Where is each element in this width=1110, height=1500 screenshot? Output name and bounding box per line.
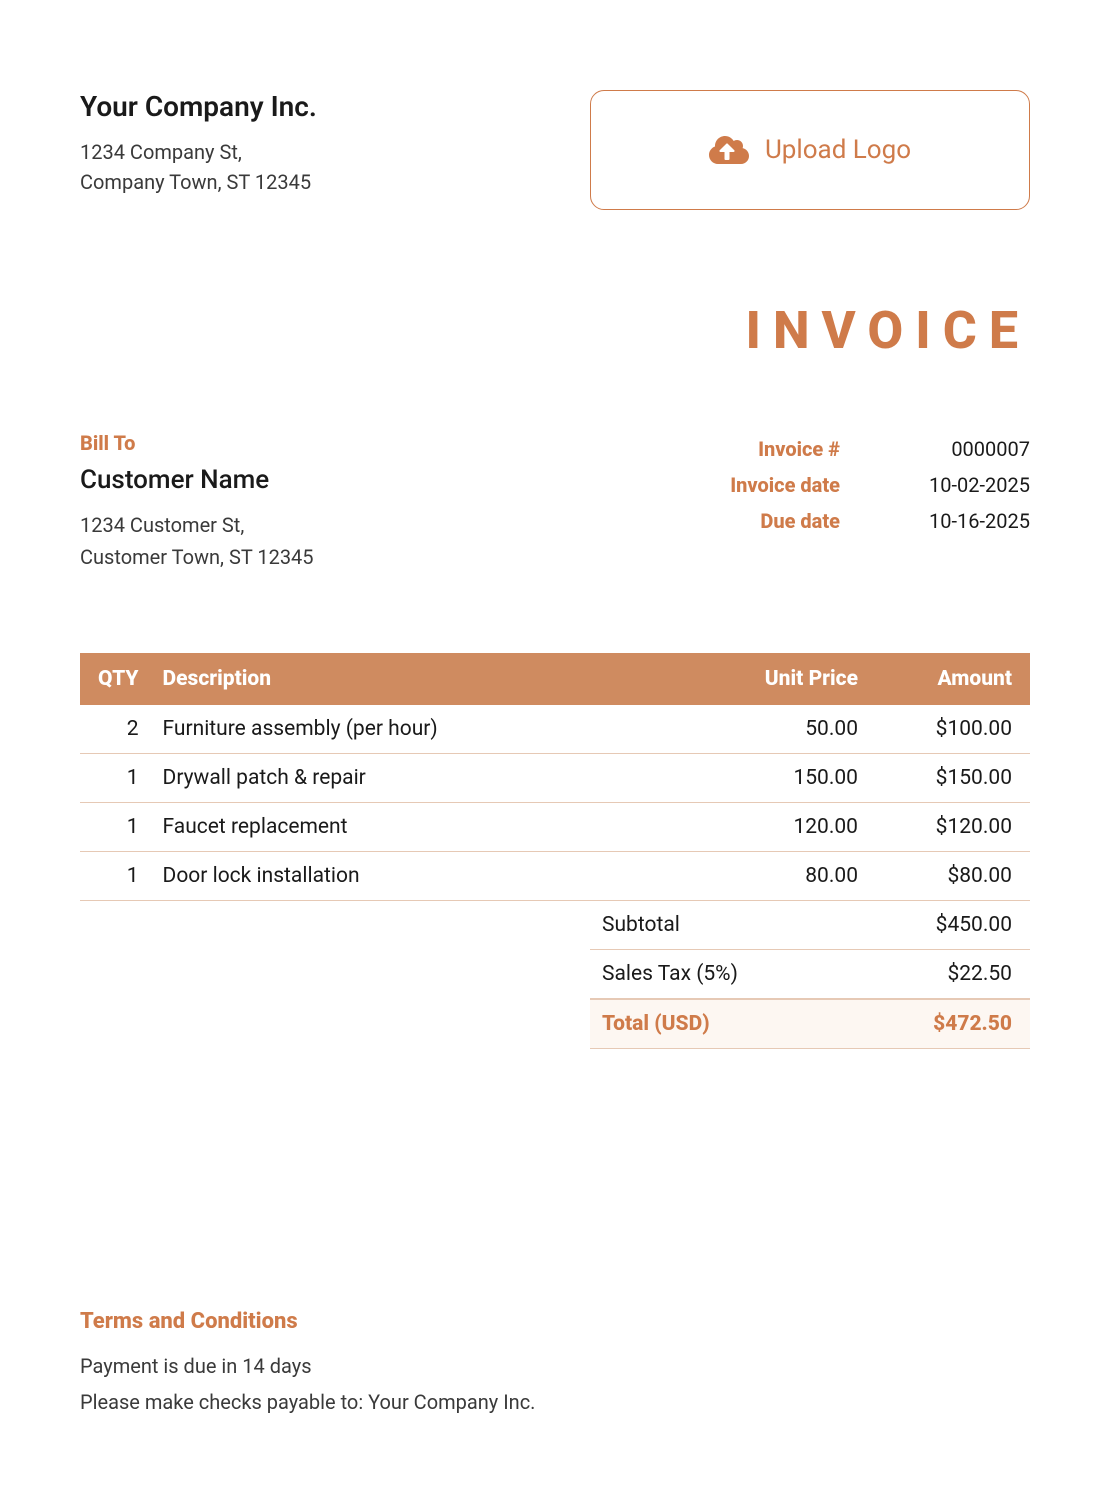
terms-block: Terms and Conditions Payment is due in 1… bbox=[80, 1309, 1030, 1420]
company-block: Your Company Inc. 1234 Company St, Compa… bbox=[80, 90, 590, 197]
meta-value: 0000007 bbox=[880, 437, 1030, 461]
header: Your Company Inc. 1234 Company St, Compa… bbox=[80, 90, 1030, 210]
terms-line-2: Please make checks payable to: Your Comp… bbox=[80, 1384, 1030, 1420]
customer-address-line1: 1234 Customer St, bbox=[80, 509, 610, 541]
col-qty: QTY bbox=[80, 653, 151, 705]
info-row: Bill To Customer Name 1234 Customer St, … bbox=[80, 431, 1030, 573]
total-value: $450.00 bbox=[936, 913, 1012, 937]
table-row: 2Furniture assembly (per hour)50.00$100.… bbox=[80, 705, 1030, 754]
upload-logo-label: Upload Logo bbox=[765, 135, 911, 165]
customer-name: Customer Name bbox=[80, 465, 610, 495]
company-name: Your Company Inc. bbox=[80, 90, 590, 123]
total-row: Sales Tax (5%) $22.50 bbox=[590, 950, 1030, 999]
cell-price: 50.00 bbox=[700, 705, 870, 754]
meta-row: Invoice #0000007 bbox=[610, 431, 1030, 467]
total-row: Subtotal $450.00 bbox=[590, 901, 1030, 950]
totals-block: Subtotal $450.00 Sales Tax (5%) $22.50 Total… bbox=[590, 901, 1030, 1049]
cell-price: 150.00 bbox=[700, 754, 870, 803]
cell-qty: 1 bbox=[80, 803, 151, 852]
col-unit-price: Unit Price bbox=[700, 653, 870, 705]
company-address-line2: Company Town, ST 12345 bbox=[80, 167, 590, 197]
cell-desc: Door lock installation bbox=[151, 852, 700, 901]
cell-qty: 1 bbox=[80, 754, 151, 803]
total-label: Subtotal bbox=[602, 913, 680, 937]
line-items-table: QTY Description Unit Price Amount 2Furni… bbox=[80, 653, 1030, 901]
cell-amt: $100.00 bbox=[870, 705, 1030, 754]
col-amount: Amount bbox=[870, 653, 1030, 705]
cloud-upload-icon bbox=[709, 134, 749, 166]
cell-price: 120.00 bbox=[700, 803, 870, 852]
meta-value: 10-02-2025 bbox=[880, 473, 1030, 497]
cell-qty: 1 bbox=[80, 852, 151, 901]
cell-desc: Drywall patch & repair bbox=[151, 754, 700, 803]
cell-amt: $120.00 bbox=[870, 803, 1030, 852]
col-description: Description bbox=[151, 653, 700, 705]
upload-logo-button[interactable]: Upload Logo bbox=[590, 90, 1030, 210]
table-row: 1Door lock installation80.00$80.00 bbox=[80, 852, 1030, 901]
invoice-meta-block: Invoice #0000007Invoice date10-02-2025Du… bbox=[610, 431, 1030, 573]
bill-to-heading: Bill To bbox=[80, 431, 610, 455]
meta-label: Due date bbox=[610, 509, 880, 533]
meta-value: 10-16-2025 bbox=[880, 509, 1030, 533]
table-row: 1Drywall patch & repair150.00$150.00 bbox=[80, 754, 1030, 803]
bill-to-block: Bill To Customer Name 1234 Customer St, … bbox=[80, 431, 610, 573]
table-body: 2Furniture assembly (per hour)50.00$100.… bbox=[80, 705, 1030, 901]
cell-price: 80.00 bbox=[700, 852, 870, 901]
terms-heading: Terms and Conditions bbox=[80, 1309, 1030, 1334]
cell-desc: Faucet replacement bbox=[151, 803, 700, 852]
meta-label: Invoice # bbox=[610, 437, 880, 461]
grand-total-row: Total (USD) $472.50 bbox=[590, 999, 1030, 1049]
customer-address-line2: Customer Town, ST 12345 bbox=[80, 541, 610, 573]
terms-line-1: Payment is due in 14 days bbox=[80, 1348, 1030, 1384]
meta-label: Invoice date bbox=[610, 473, 880, 497]
total-value: $472.50 bbox=[933, 1012, 1012, 1036]
cell-amt: $80.00 bbox=[870, 852, 1030, 901]
company-address-line1: 1234 Company St, bbox=[80, 137, 590, 167]
meta-row: Due date10-16-2025 bbox=[610, 503, 1030, 539]
document-title: INVOICE bbox=[80, 300, 1030, 361]
cell-qty: 2 bbox=[80, 705, 151, 754]
total-label: Total (USD) bbox=[602, 1012, 710, 1036]
table-header: QTY Description Unit Price Amount bbox=[80, 653, 1030, 705]
cell-desc: Furniture assembly (per hour) bbox=[151, 705, 700, 754]
table-row: 1Faucet replacement120.00$120.00 bbox=[80, 803, 1030, 852]
meta-row: Invoice date10-02-2025 bbox=[610, 467, 1030, 503]
cell-amt: $150.00 bbox=[870, 754, 1030, 803]
total-label: Sales Tax (5%) bbox=[602, 962, 738, 986]
total-value: $22.50 bbox=[947, 962, 1012, 986]
